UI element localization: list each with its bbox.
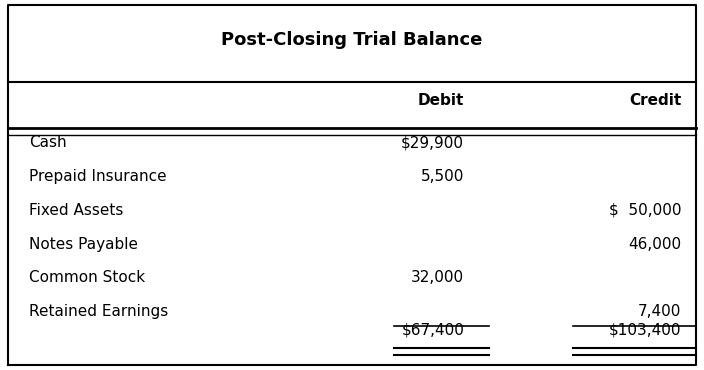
Text: 7,400: 7,400: [639, 304, 681, 319]
Text: $103,400: $103,400: [609, 323, 681, 337]
Text: 5,500: 5,500: [421, 169, 464, 184]
Text: $29,900: $29,900: [401, 135, 464, 150]
Text: Prepaid Insurance: Prepaid Insurance: [30, 169, 167, 184]
Text: Fixed Assets: Fixed Assets: [30, 203, 124, 218]
Text: Notes Payable: Notes Payable: [30, 237, 139, 252]
Text: Debit: Debit: [417, 93, 464, 108]
Text: Common Stock: Common Stock: [30, 270, 146, 285]
Text: Credit: Credit: [629, 93, 681, 108]
Text: Cash: Cash: [30, 135, 67, 150]
Text: $  50,000: $ 50,000: [609, 203, 681, 218]
Text: 46,000: 46,000: [629, 237, 681, 252]
Text: $67,400: $67,400: [401, 323, 464, 337]
Text: Post-Closing Trial Balance: Post-Closing Trial Balance: [221, 31, 483, 49]
Text: Retained Earnings: Retained Earnings: [30, 304, 169, 319]
Text: 32,000: 32,000: [411, 270, 464, 285]
